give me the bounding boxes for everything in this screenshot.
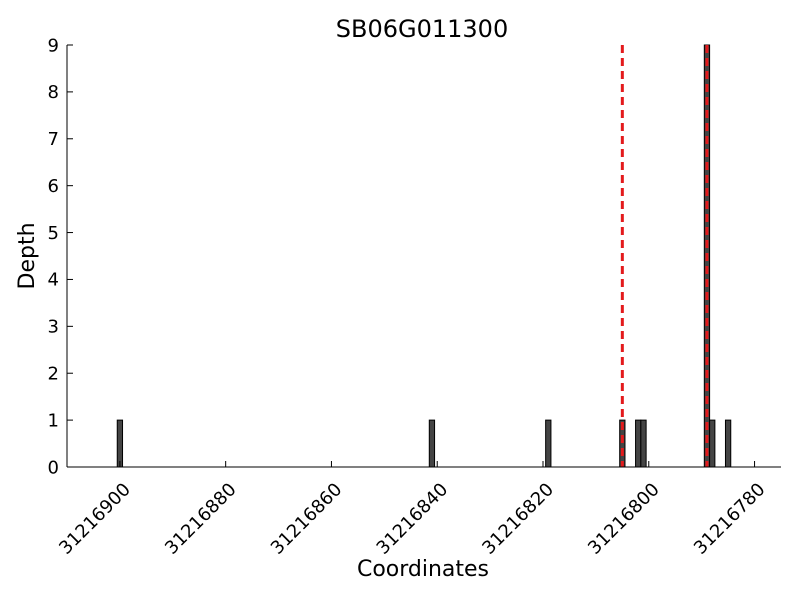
bar — [709, 419, 716, 468]
x-tick-label: 31216880 — [161, 479, 241, 559]
x-tick-label: 31216800 — [584, 479, 664, 559]
bar — [635, 419, 642, 468]
x-tick-label: 31216860 — [267, 479, 347, 559]
y-tick-label: 3 — [48, 317, 59, 338]
y-tick-label: 1 — [48, 410, 59, 431]
y-tick-label: 4 — [48, 270, 59, 291]
x-tick-label: 31216900 — [55, 479, 135, 559]
reference-lines-group — [620, 45, 709, 467]
x-ticks-group: 31216900 31216880 31216860 31216840 31216820… — [55, 461, 770, 559]
bar — [724, 419, 732, 468]
y-ticks-group: 0 1 2 3 4 5 6 7 8 9 — [48, 35, 73, 478]
x-axis-label: Coordinates — [357, 557, 489, 582]
bars-group — [116, 44, 732, 468]
x-tick-label: 31216820 — [478, 479, 558, 559]
bar — [116, 419, 124, 468]
x-tick-label: 31216840 — [373, 479, 453, 559]
y-tick-label: 8 — [48, 82, 59, 103]
x-tick-label: 31216780 — [690, 479, 770, 559]
y-tick-label: 2 — [48, 364, 59, 385]
y-tick-label: 0 — [48, 457, 59, 478]
chart-title: SB06G011300 — [336, 15, 508, 43]
y-tick-label: 6 — [48, 176, 59, 197]
y-tick-label: 5 — [48, 223, 59, 244]
y-tick-label: 7 — [48, 129, 59, 150]
bar — [640, 419, 647, 468]
axes-group — [66, 45, 781, 468]
bar — [428, 419, 436, 468]
y-axis-label: Depth — [15, 222, 40, 289]
y-tick-label: 9 — [48, 35, 59, 56]
bar — [545, 419, 552, 468]
